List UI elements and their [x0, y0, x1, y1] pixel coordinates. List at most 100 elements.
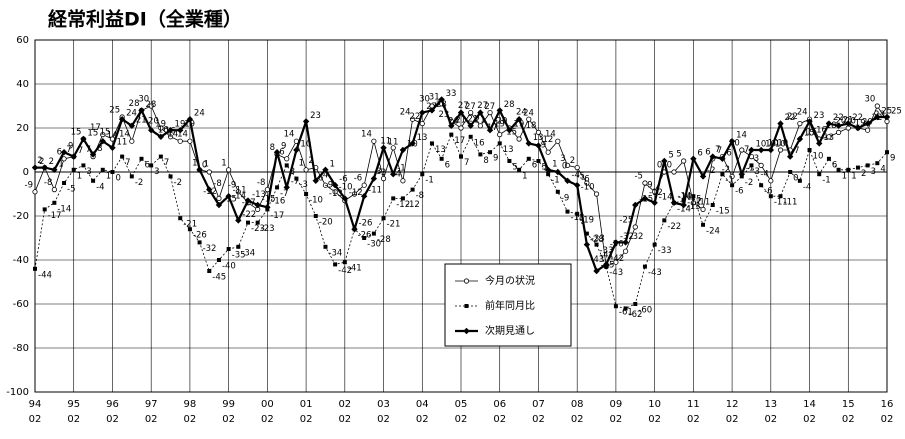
point [419, 109, 426, 116]
point [612, 239, 620, 246]
data-label: 1 [329, 159, 334, 169]
point [613, 259, 619, 265]
data-label: 19 [155, 120, 166, 130]
data-label: 13 [823, 133, 834, 143]
point [681, 158, 687, 164]
data-label: -17 [48, 211, 62, 221]
point [670, 199, 678, 206]
point [477, 123, 483, 129]
data-label: 22 [833, 113, 844, 123]
data-label: -26 [359, 219, 373, 229]
point [603, 261, 610, 268]
point [826, 134, 832, 140]
data-label: -9 [644, 180, 652, 190]
data-label: 14 [119, 130, 130, 140]
data-label: 0 [667, 161, 672, 171]
data-label: -33 [658, 246, 672, 256]
point [496, 107, 503, 114]
data-label: 30 [138, 95, 149, 105]
data-label: -15 [639, 195, 653, 205]
data-label: 20 [835, 117, 846, 127]
point [341, 195, 349, 202]
data-label: -11 [233, 186, 247, 196]
point [168, 174, 173, 179]
x-tick-label: 97 [145, 399, 158, 410]
x-tick-label: 09 [610, 399, 623, 410]
data-label: -2 [135, 178, 143, 188]
data-label: -9 [561, 193, 569, 203]
data-label: -1 [397, 164, 405, 174]
x-tick-label: 02 [338, 399, 351, 410]
data-label: -9 [228, 180, 236, 190]
data-label: 3 [86, 167, 91, 177]
point [468, 110, 474, 116]
data-label: -15 [223, 195, 237, 205]
data-label: -22 [667, 222, 681, 232]
data-label: -41 [600, 251, 614, 261]
x-sublabel: 02 [377, 414, 390, 425]
data-label: 20 [845, 117, 856, 127]
data-label: -8 [416, 191, 424, 201]
point [449, 132, 454, 137]
point [400, 178, 406, 184]
point [826, 156, 831, 161]
y-tick-label: -80 [13, 343, 29, 354]
x-sublabel: 02 [648, 414, 661, 425]
point [835, 129, 842, 135]
data-label: -14 [659, 192, 673, 202]
data-label: -1 [725, 176, 733, 186]
data-label: 27 [465, 102, 476, 112]
data-label: 2 [861, 169, 866, 179]
data-label: -14 [57, 204, 71, 214]
point [651, 199, 658, 206]
data-label: 14 [107, 131, 118, 141]
x-tick-label: 15 [842, 399, 855, 410]
point [351, 226, 358, 233]
data-label: -41 [348, 264, 362, 274]
point [225, 193, 232, 200]
point [100, 132, 106, 138]
data-label: 14 [167, 130, 178, 140]
data-label: 24 [126, 109, 137, 119]
data-label: 7 [66, 145, 71, 155]
point [235, 217, 242, 224]
data-label: -7 [291, 177, 299, 187]
point [865, 163, 870, 168]
data-label: 18 [826, 121, 837, 131]
point [370, 175, 378, 182]
point [304, 192, 309, 196]
data-label: -33 [591, 234, 605, 244]
data-label: 2 [308, 156, 313, 166]
data-label: 22 [787, 112, 798, 122]
point [545, 149, 551, 155]
data-label: -14 [232, 191, 246, 201]
point [293, 146, 300, 154]
data-label: -28 [377, 235, 391, 245]
data-label: 19 [855, 119, 866, 129]
point [874, 103, 880, 109]
data-label: 16 [816, 125, 827, 135]
data-label: -1 [551, 176, 559, 186]
data-label: -20 [319, 218, 333, 228]
data-label: 21 [468, 114, 479, 124]
data-label: 10 [407, 140, 418, 150]
x-tick-label: 14 [803, 399, 816, 410]
point [381, 216, 386, 221]
data-label: -9 [325, 180, 333, 190]
data-label: 33 [446, 89, 457, 99]
point [593, 267, 600, 275]
point [400, 196, 405, 201]
point [468, 134, 473, 139]
point [632, 224, 638, 230]
point [825, 120, 833, 127]
point [380, 144, 387, 151]
data-label: 23 [438, 110, 449, 120]
point [632, 201, 639, 209]
point [226, 167, 232, 173]
point [564, 177, 571, 184]
point [642, 180, 648, 186]
data-label: -32 [203, 244, 217, 254]
data-label: 3 [754, 154, 759, 164]
point [594, 242, 599, 247]
